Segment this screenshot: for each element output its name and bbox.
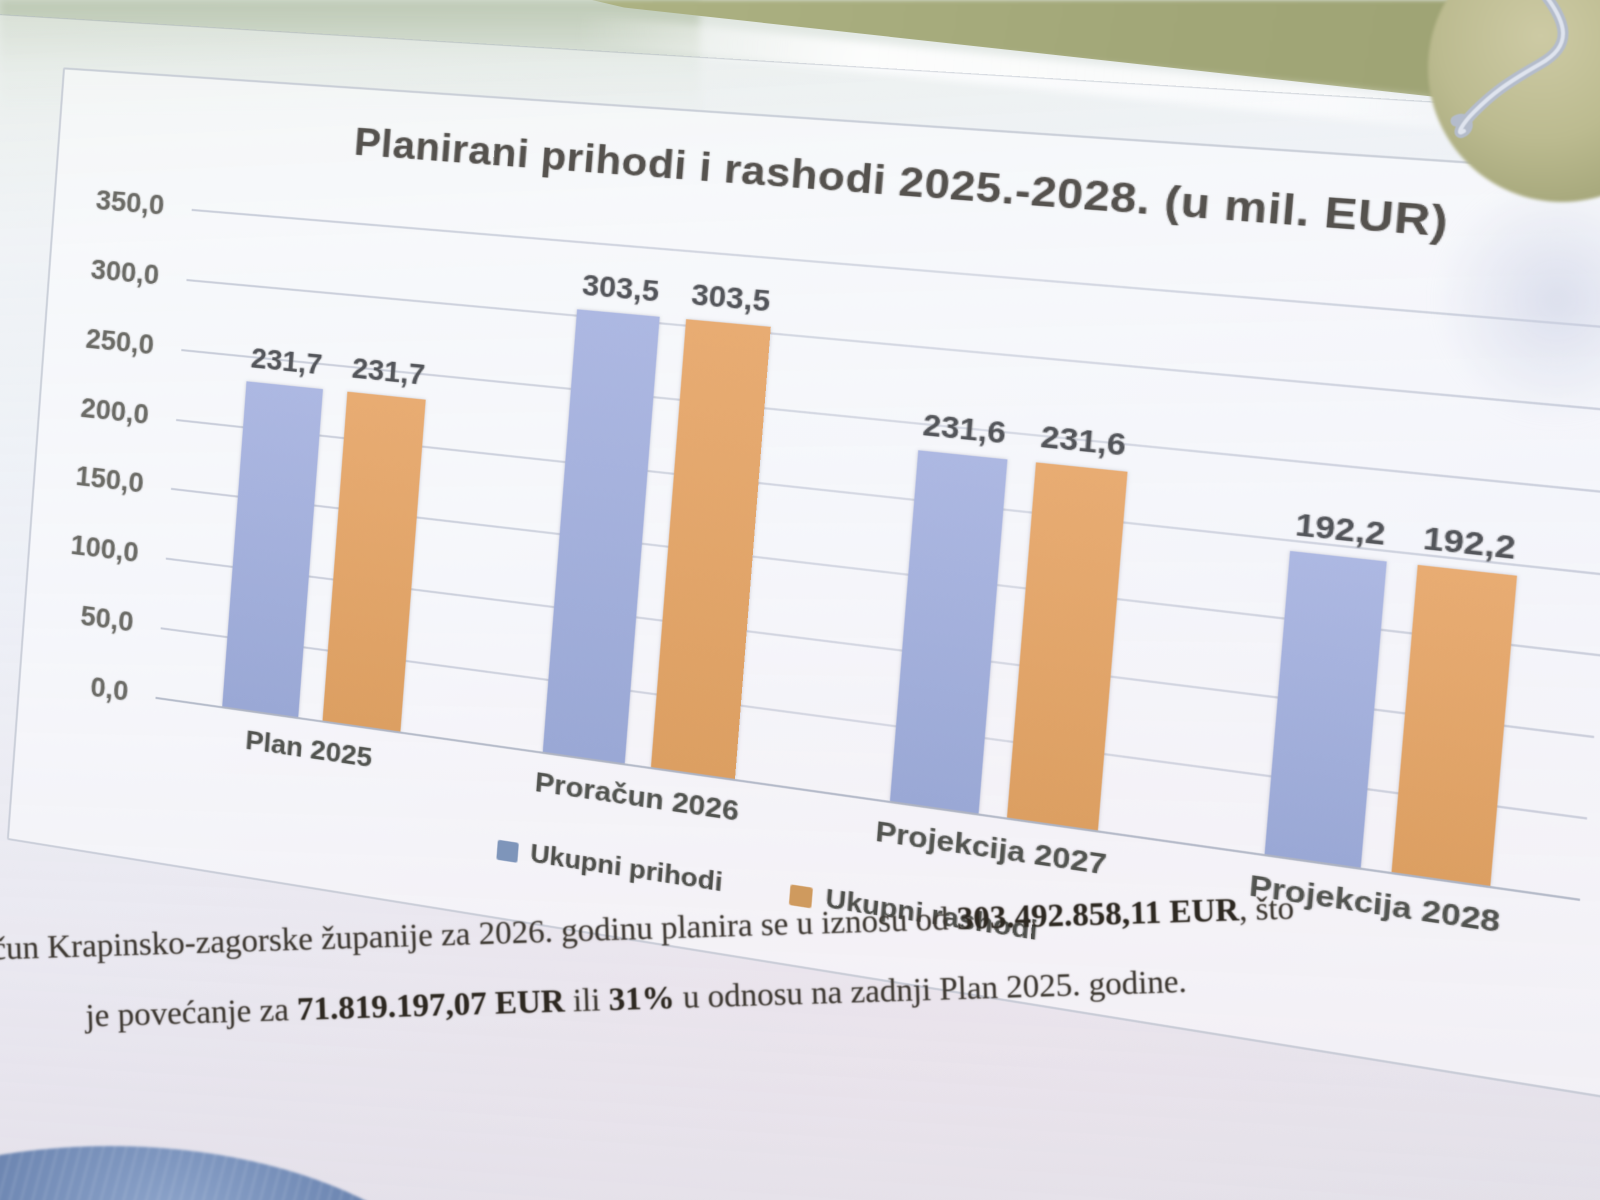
caption-bold-value: 71.819.197,07 EUR [296, 983, 566, 1028]
legend-swatch [789, 883, 814, 908]
y-tick-label: 200,0 [79, 392, 150, 430]
bar-ukupni-prihodi-plan-2025 [222, 381, 324, 718]
caption-text: je povećanje za [84, 991, 298, 1035]
bar-ukupni-rashodi-projekcija-2027 [1006, 462, 1128, 831]
bar-ukupni-prihodi-projekcija-2027 [889, 450, 1008, 814]
bar-ukupni-rashodi-proračun-2026 [651, 319, 772, 779]
caption-bold-value: 303.492.858,11 EUR [956, 892, 1240, 938]
y-tick-label: 300,0 [89, 254, 161, 291]
legend-swatch [496, 839, 519, 863]
chart-title: Planirani prihodi i rashodi 2025.-2028. … [352, 120, 1451, 246]
y-tick-label: 100,0 [69, 529, 140, 569]
gridline-300,0 [186, 278, 1600, 413]
bar-ukupni-prihodi-proračun-2026 [543, 309, 661, 764]
data-label: 303,5 [690, 278, 772, 318]
bar-ukupni-rashodi-projekcija-2028 [1391, 565, 1517, 886]
legend-label: Ukupni prihodi [529, 839, 724, 898]
y-tick-label: 0,0 [89, 671, 130, 708]
data-label: 192,2 [1421, 521, 1517, 567]
bar-ukupni-prihodi-projekcija-2028 [1264, 551, 1387, 868]
caption-bold-value: 31% [608, 980, 676, 1019]
y-tick-label: 350,0 [94, 184, 166, 221]
data-label: 231,7 [351, 352, 426, 391]
y-tick-label: 50,0 [79, 600, 135, 638]
y-tick-label: 150,0 [74, 461, 145, 500]
caption-text: , što [1238, 890, 1295, 929]
caption-text: ili [564, 982, 610, 1020]
legend-item-ukupni-prihodi: Ukupni prihodi [496, 834, 724, 898]
bar-ukupni-rashodi-plan-2025 [322, 391, 426, 732]
cord-squiggle [1450, 0, 1569, 138]
y-tick-label: 250,0 [84, 323, 156, 361]
data-label: 231,6 [1039, 420, 1128, 463]
